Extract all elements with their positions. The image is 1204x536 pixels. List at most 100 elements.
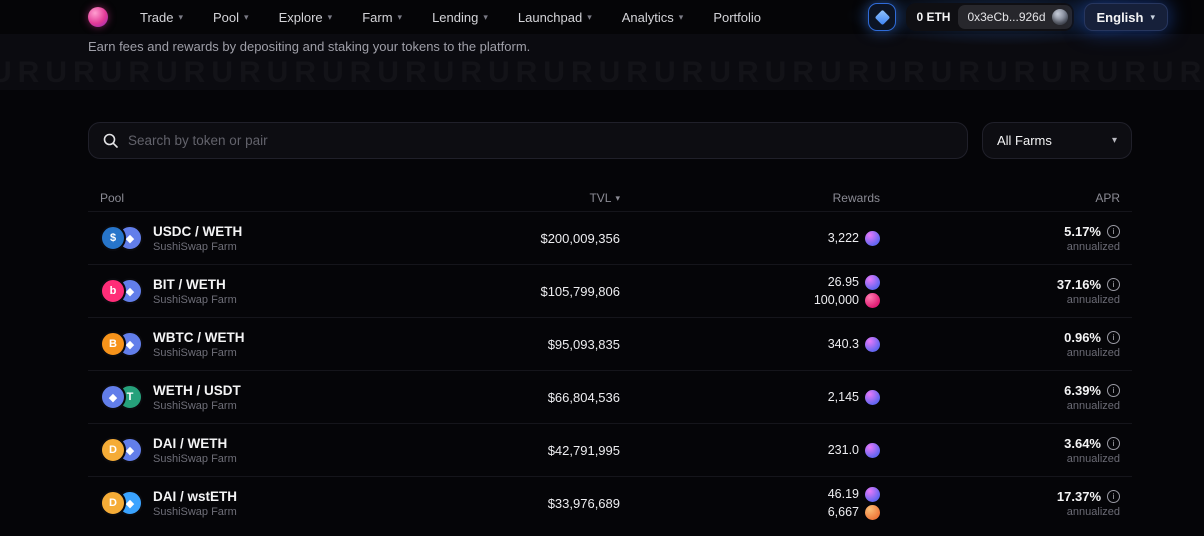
nav-item-pool[interactable]: Pool ▾ xyxy=(213,10,249,25)
farm-filter-label: All Farms xyxy=(997,133,1052,148)
column-header-rewards[interactable]: Rewards xyxy=(832,191,880,205)
apr-annualized-label: annualized xyxy=(1066,346,1120,359)
chevron-down-icon: ▾ xyxy=(483,11,488,22)
info-icon[interactable]: i xyxy=(1107,436,1120,450)
pool-row[interactable]: B ◆ WBTC / WETH SushiSwap Farm $95,093,835 34… xyxy=(88,317,1132,370)
table-header: Pool TVL ▾ Rewards APR xyxy=(88,185,1132,211)
chevron-down-icon: ▾ xyxy=(678,11,684,22)
nav-item-lending[interactable]: Lending ▾ xyxy=(432,10,488,25)
tvl-value: $33,976,689 xyxy=(547,495,620,511)
reward-amount: 6,667 xyxy=(827,504,859,519)
reward-line: 100,000 xyxy=(814,292,880,308)
search-box xyxy=(88,122,968,159)
pair-icons: D ◆ xyxy=(100,490,143,516)
reward-amount: 340.3 xyxy=(827,336,859,351)
nav-item-explore[interactable]: Explore ▾ xyxy=(279,10,333,25)
reward-amount: 2,145 xyxy=(827,389,859,404)
reward-amount: 231.0 xyxy=(827,442,859,457)
nav-item-farm[interactable]: Farm ▾ xyxy=(362,10,402,25)
rewards-cell: 231.0 xyxy=(620,442,880,458)
tvl-value: $42,791,995 xyxy=(547,442,620,458)
sushi-reward-icon xyxy=(865,486,880,502)
pair-text: BIT / WETH SushiSwap Farm xyxy=(153,277,237,306)
info-icon[interactable]: i xyxy=(1107,330,1120,344)
wallet-avatar xyxy=(1051,9,1068,25)
rewards-cell: 340.3 xyxy=(620,336,880,352)
farm-label: SushiSwap Farm xyxy=(153,505,237,518)
chevron-down-icon: ▾ xyxy=(178,11,184,22)
reward-line: 231.0 xyxy=(827,442,880,458)
info-icon[interactable]: i xyxy=(1107,383,1120,397)
pool-row[interactable]: ◆ T WETH / USDT SushiSwap Farm $66,804,536 2,… xyxy=(88,370,1132,423)
promo-icon-button[interactable] xyxy=(868,3,897,31)
nav-item-launchpad[interactable]: Launchpad ▾ xyxy=(518,10,592,25)
tvl-header-label: TVL xyxy=(589,191,612,205)
top-nav: Trade ▾ Pool ▾ Explore ▾ Farm ▾ Lending ▾ Launchpa… xyxy=(0,0,1204,46)
nav-item-label: Lending xyxy=(432,9,479,25)
reward-line: 26.95 xyxy=(828,274,880,290)
sushi-logo-icon[interactable] xyxy=(88,7,108,27)
nav-item-label: Analytics xyxy=(621,9,674,25)
apr-cell: 6.39% i annualized xyxy=(880,383,1120,412)
language-button[interactable]: English ▾ xyxy=(1083,3,1168,31)
tvl-value: $200,009,356 xyxy=(540,230,620,246)
wallet-address-chip[interactable]: 0x3eCb...926d xyxy=(958,5,1072,29)
sushi-reward-icon xyxy=(865,274,880,290)
column-header-pool: Pool xyxy=(100,191,125,205)
column-header-tvl[interactable]: TVL ▾ xyxy=(440,191,620,205)
pair-text: WETH / USDT SushiSwap Farm xyxy=(153,383,241,412)
apr-line: 17.37% i xyxy=(880,489,1120,504)
nav-right: 0 ETH 0x3eCb...926d English ▾ xyxy=(868,3,1168,31)
apr-annualized-label: annualized xyxy=(1066,505,1120,518)
reward-line: 6,667 xyxy=(827,504,880,520)
info-icon[interactable]: i xyxy=(1107,489,1120,503)
pool-cell: ◆ T WETH / USDT SushiSwap Farm xyxy=(100,383,440,412)
tvl-value: $95,093,835 xyxy=(547,336,620,352)
farm-filter-select[interactable]: All Farms ▾ xyxy=(982,122,1132,159)
info-icon[interactable]: i xyxy=(1107,277,1120,291)
apr-value: 5.17% xyxy=(1064,223,1101,239)
column-header-apr[interactable]: APR xyxy=(1095,191,1120,205)
diamond-icon xyxy=(874,9,891,25)
apr-value: 6.39% xyxy=(1064,382,1101,398)
reward-line: 46.19 xyxy=(827,486,880,502)
dai-token-icon: D xyxy=(100,437,126,463)
wbtc-token-icon: B xyxy=(100,331,126,357)
chevron-down-icon: ▾ xyxy=(1111,134,1117,146)
apr-line: 6.39% i xyxy=(880,383,1120,398)
apr-value: 17.37% xyxy=(1056,488,1101,504)
tvl-value: $66,804,536 xyxy=(547,389,620,405)
chevron-down-icon: ▾ xyxy=(1150,11,1155,22)
controls-row: All Farms ▾ xyxy=(88,122,1132,159)
apr-value: 37.16% xyxy=(1056,276,1101,292)
pool-row[interactable]: b ◆ BIT / WETH SushiSwap Farm $105,799,806 26… xyxy=(88,264,1132,317)
pair-name: BIT / WETH xyxy=(153,276,226,292)
reward-amount: 46.19 xyxy=(827,486,859,501)
chevron-down-icon: ▾ xyxy=(587,11,592,22)
apr-cell: 3.64% i annualized xyxy=(880,436,1120,465)
pool-cell: D ◆ DAI / wstETH SushiSwap Farm xyxy=(100,489,440,518)
pool-row[interactable]: D ◆ DAI / WETH SushiSwap Farm $42,791,995 231… xyxy=(88,423,1132,476)
apr-cell: 5.17% i annualized xyxy=(880,224,1120,253)
search-input[interactable] xyxy=(128,133,953,148)
wallet-pill[interactable]: 0 ETH 0x3eCb...926d xyxy=(906,3,1074,31)
weth-token-icon: ◆ xyxy=(100,384,126,410)
sushi-reward-icon xyxy=(865,442,880,458)
apr-annualized-label: annualized xyxy=(1066,452,1120,465)
rewards-cell: 3,222 xyxy=(620,230,880,246)
pool-row[interactable]: D ◆ DAI / wstETH SushiSwap Farm $33,976,689 4… xyxy=(88,476,1132,529)
sushi-reward-icon xyxy=(865,230,880,246)
info-icon[interactable]: i xyxy=(1107,224,1120,238)
nav-item-portfolio[interactable]: Portfolio xyxy=(713,10,761,25)
apr-line: 5.17% i xyxy=(880,224,1120,239)
apr-annualized-label: annualized xyxy=(1066,293,1120,306)
rewards-cell: 2,145 xyxy=(620,389,880,405)
nav-item-trade[interactable]: Trade ▾ xyxy=(140,10,183,25)
nav-item-label: Portfolio xyxy=(713,9,762,25)
pool-row[interactable]: $ ◆ USDC / WETH SushiSwap Farm $200,009,356 3… xyxy=(88,211,1132,264)
ldo-reward-icon xyxy=(865,504,880,520)
wallet-balance: 0 ETH xyxy=(916,10,951,24)
nav-item-analytics[interactable]: Analytics ▾ xyxy=(622,10,684,25)
pair-name: USDC / WETH xyxy=(153,223,243,239)
usdc-token-icon: $ xyxy=(100,225,126,251)
